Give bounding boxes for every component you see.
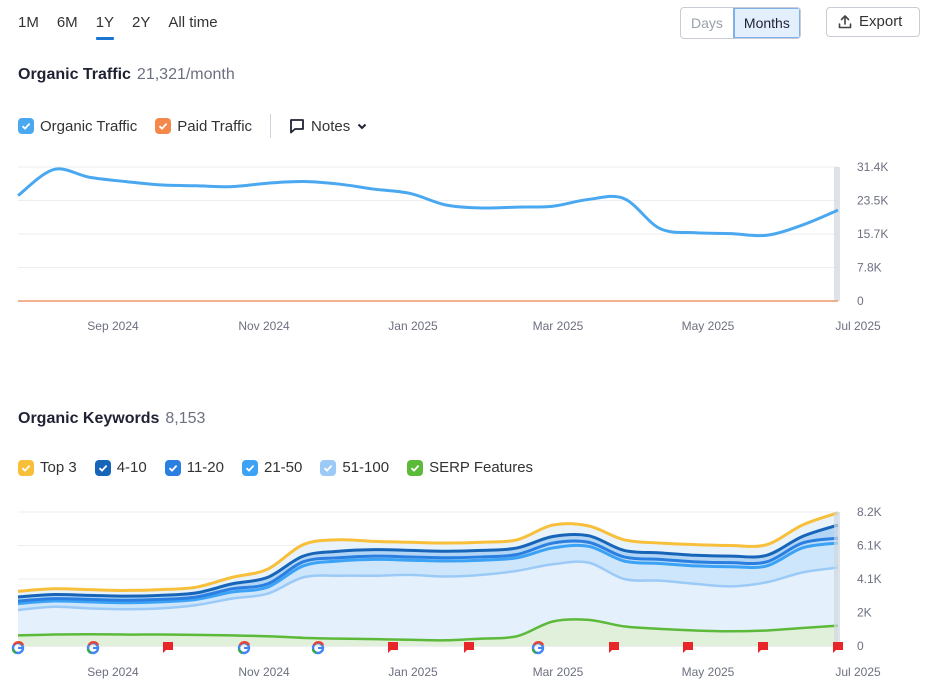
y-tick-label: 7.8K	[857, 261, 882, 275]
traffic-value: 21,321/month	[136, 66, 235, 83]
keywords-title: Organic Keywords	[18, 410, 160, 427]
tab-6m[interactable]: 6M	[56, 14, 78, 31]
keywords-legend: Top 3 4-10 11-20 21-50 51-100 SERP Featu…	[18, 459, 551, 476]
area-fill-serp-features	[18, 619, 838, 646]
series-line-51-100	[17, 560, 839, 612]
series-line-top-3	[17, 511, 839, 593]
y-tick-label: 4.1K	[857, 572, 882, 586]
checkbox-checked-icon	[155, 118, 172, 134]
x-tick-label: Sep 2024	[87, 665, 139, 679]
note-icon	[290, 119, 304, 134]
traffic-title: Organic Traffic	[18, 66, 131, 83]
y-tick-label: 15.7K	[857, 227, 888, 241]
legend-divider	[270, 114, 272, 138]
months-button[interactable]: Months	[732, 8, 800, 38]
google-update-icon	[11, 641, 25, 655]
x-tick-label: Nov 2024	[238, 319, 290, 333]
google-update-icon	[237, 641, 251, 655]
top-toolbar: 1M 6M 1Y 2Y All time Days Months Export	[0, 0, 930, 46]
google-update-icon	[531, 641, 545, 655]
tab-all-time[interactable]: All time	[168, 14, 218, 31]
keywords-title-row: Organic Keywords 8,153	[18, 410, 205, 428]
y-tick-label: 0	[857, 639, 864, 653]
legend-11-20-label: 11-20	[186, 459, 224, 476]
legend-organic-traffic[interactable]: Organic Traffic	[18, 118, 137, 135]
series-line-11-20	[17, 536, 839, 603]
y-tick-label: 6.1K	[857, 539, 882, 553]
checkbox-checked-icon	[94, 459, 111, 476]
organic-traffic-chart: 31.4K 23.5K 15.7K 7.8K 0 Sep 2024 Nov 2024 Jan …	[17, 160, 888, 333]
legend-21-50-label: 21-50	[264, 459, 303, 476]
y-tick-label: 23.5K	[857, 194, 888, 208]
x-tick-label: Jul 2025	[835, 319, 881, 333]
flag-icon	[163, 642, 173, 653]
area-fill-51-100	[18, 561, 838, 646]
period-tabs: 1M 6M 1Y 2Y All time	[18, 12, 236, 40]
checkbox-checked-icon	[320, 459, 337, 476]
current-period-band	[834, 512, 840, 646]
export-label: Export	[859, 13, 903, 30]
traffic-title-row: Organic Traffic 21,321/month	[18, 66, 235, 84]
notes-dropdown[interactable]: Notes	[289, 118, 368, 135]
legend-organic-label: Organic Traffic	[40, 117, 138, 135]
google-update-icon	[86, 641, 100, 655]
legend-paid-label: Paid Traffic	[177, 117, 253, 135]
export-button[interactable]: Export	[826, 7, 920, 37]
tab-2y[interactable]: 2Y	[132, 14, 151, 31]
y-tick-label: 31.4K	[857, 160, 888, 174]
x-tick-label: Jul 2025	[835, 665, 881, 679]
legend-11-20[interactable]: 11-20	[164, 459, 224, 476]
y-tick-label: 0	[857, 294, 864, 308]
granularity-toggle: Days Months	[680, 7, 801, 39]
x-tick-label: May 2025	[682, 665, 735, 679]
series-line-organic-traffic	[17, 167, 839, 238]
x-tick-label: Mar 2025	[533, 665, 584, 679]
legend-top3-label: Top 3	[40, 459, 77, 476]
flag-icon	[609, 642, 619, 653]
days-button[interactable]: Days	[691, 15, 723, 31]
legend-serp-features[interactable]: SERP Features	[407, 459, 533, 476]
x-tick-label: Nov 2024	[238, 665, 290, 679]
x-tick-label: Jan 2025	[388, 319, 438, 333]
legend-21-50[interactable]: 21-50	[242, 459, 302, 476]
x-tick-label: May 2025	[682, 319, 735, 333]
y-tick-label: 8.2K	[857, 505, 882, 519]
notes-label: Notes	[311, 117, 351, 135]
flag-icon	[683, 642, 693, 653]
export-icon	[838, 15, 852, 29]
x-tick-label: Jan 2025	[388, 665, 438, 679]
series-line-serp-features	[17, 618, 839, 642]
checkbox-checked-icon	[18, 118, 34, 134]
google-update-icon	[311, 641, 325, 655]
chevron-down-icon	[358, 123, 367, 130]
current-period-band	[834, 167, 840, 301]
flag-icon	[758, 642, 768, 653]
flag-icon	[464, 642, 474, 653]
series-line-4-10	[17, 523, 839, 599]
checkbox-checked-icon	[18, 459, 34, 476]
checkbox-checked-icon	[164, 459, 181, 476]
x-tick-label: Mar 2025	[533, 319, 584, 333]
x-tick-label: Sep 2024	[87, 319, 139, 333]
keywords-value: 8,153	[165, 410, 206, 427]
legend-51-100[interactable]: 51-100	[320, 459, 389, 476]
tab-1m[interactable]: 1M	[18, 14, 39, 31]
legend-51-100-label: 51-100	[342, 459, 390, 476]
legend-top3[interactable]: Top 3	[18, 459, 77, 476]
checkbox-checked-icon	[407, 459, 424, 476]
traffic-legend: Organic Traffic Paid Traffic Notes	[18, 114, 368, 138]
flag-icon	[388, 642, 398, 653]
y-tick-label: 2K	[857, 606, 872, 620]
checkbox-checked-icon	[242, 459, 258, 476]
tab-1y[interactable]: 1Y	[95, 12, 115, 40]
flag-icon	[833, 642, 843, 653]
legend-4-10[interactable]: 4-10	[94, 459, 147, 476]
organic-keywords-chart: 8.2K 6.1K 4.1K 2K 0 Sep 2024 Nov 2024 Jan 2025 M…	[11, 505, 882, 679]
legend-4-10-label: 4-10	[116, 459, 147, 476]
series-line-21-50	[17, 541, 839, 606]
legend-paid-traffic[interactable]: Paid Traffic	[155, 118, 252, 135]
legend-serp-label: SERP Features	[429, 459, 534, 476]
